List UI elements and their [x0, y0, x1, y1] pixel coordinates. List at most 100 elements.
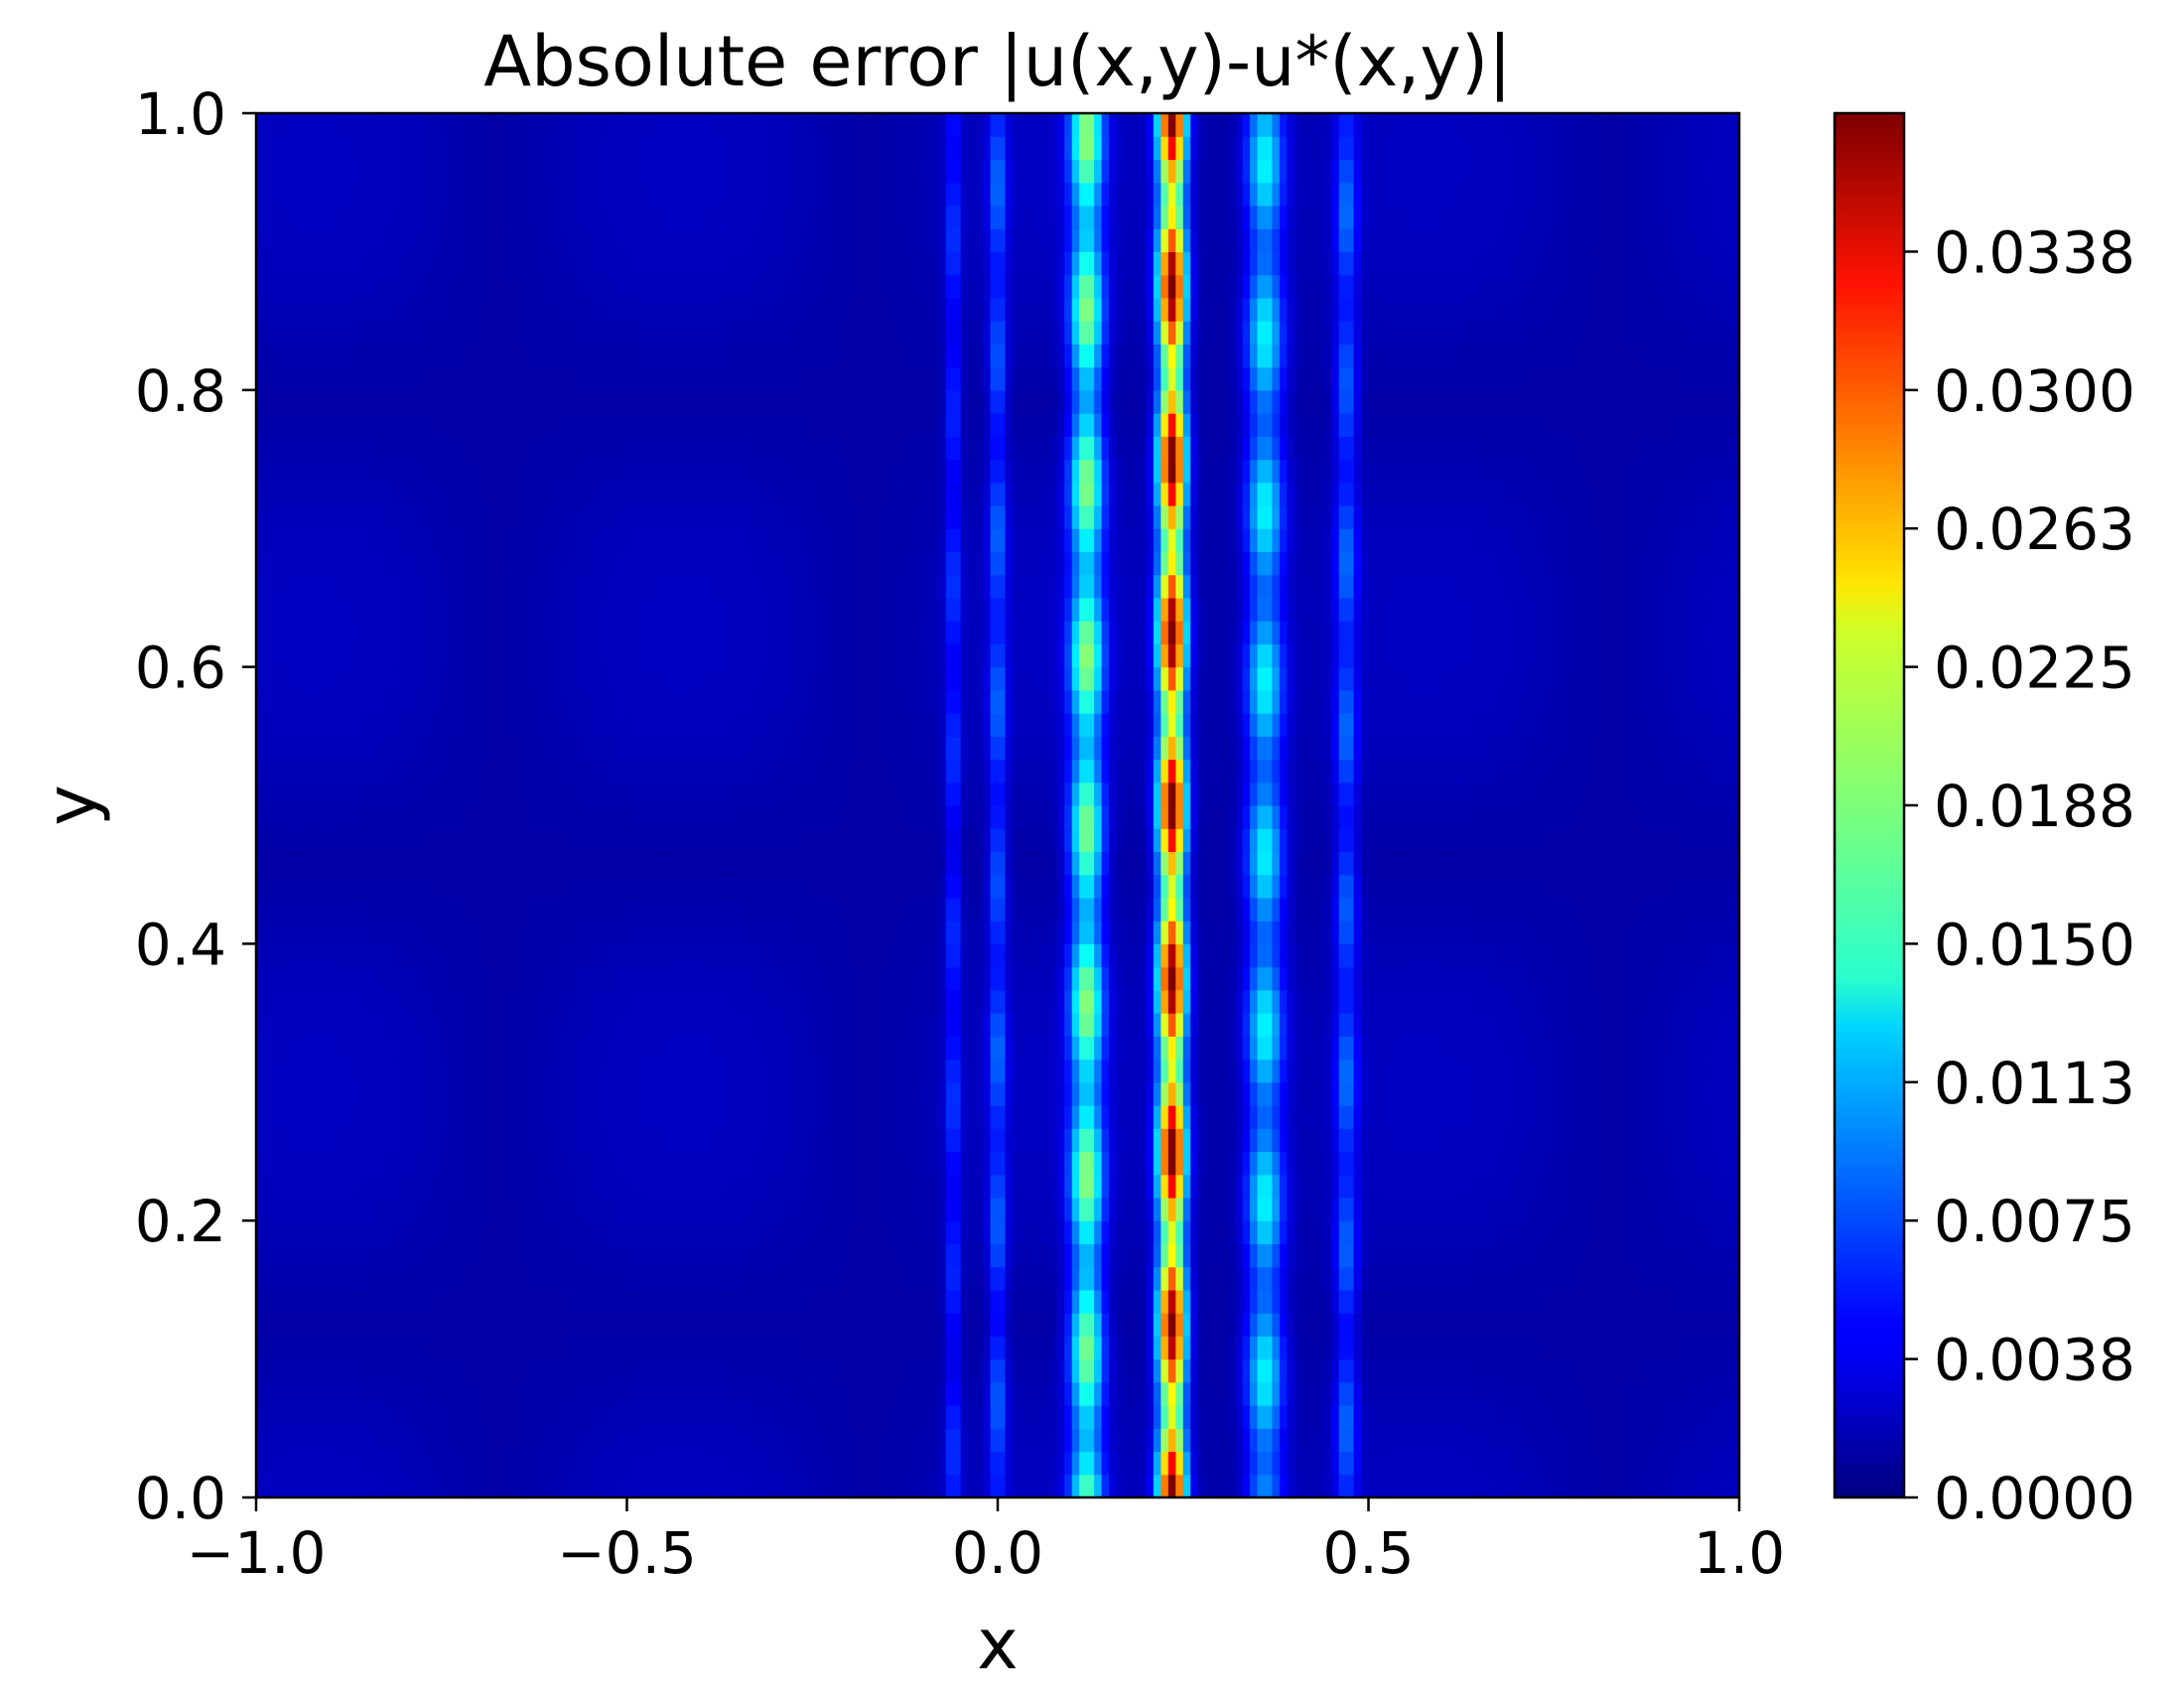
heatmap-cell	[1569, 1451, 1577, 1476]
heatmap-cell	[797, 1151, 806, 1176]
heatmap-cell	[315, 1197, 324, 1221]
heatmap-cell	[293, 1474, 302, 1497]
heatmap-cell	[597, 921, 606, 944]
heatmap-cell	[774, 1358, 783, 1383]
heatmap-cell	[1420, 1059, 1429, 1083]
heatmap-cell	[1160, 966, 1169, 991]
heatmap-cell	[1197, 1128, 1206, 1153]
heatmap-cell	[804, 921, 813, 944]
heatmap-cell	[605, 989, 614, 1014]
heatmap-cell	[656, 989, 665, 1014]
heatmap-cell	[648, 1474, 657, 1497]
heatmap-cell	[1375, 1013, 1385, 1037]
heatmap-cell	[1227, 1036, 1236, 1061]
heatmap-cell	[441, 1428, 450, 1453]
heatmap-cell	[1657, 943, 1666, 968]
heatmap-cell	[1413, 1266, 1422, 1291]
heatmap-cell	[975, 943, 984, 968]
heatmap-cell	[626, 921, 635, 944]
heatmap-cell	[1361, 1105, 1370, 1129]
heatmap-cell	[515, 1036, 524, 1061]
heatmap-cell	[1731, 1313, 1739, 1337]
heatmap-cell	[552, 1013, 561, 1037]
heatmap-cell	[1012, 1059, 1022, 1083]
heatmap-cell	[641, 1174, 650, 1199]
heatmap-cell	[367, 1313, 376, 1337]
heatmap-cell	[1494, 1220, 1503, 1245]
heatmap-cell	[1094, 1451, 1103, 1476]
heatmap-cell	[441, 1220, 450, 1245]
heatmap-cell	[879, 989, 887, 1014]
heatmap-cell	[678, 1266, 687, 1291]
heatmap-cell	[522, 1451, 531, 1476]
heatmap-cell	[968, 1174, 977, 1199]
heatmap-cell	[1041, 989, 1050, 1014]
heatmap-cell	[1338, 1128, 1347, 1153]
heatmap-cell	[434, 1151, 443, 1176]
heatmap-cell	[1175, 1059, 1184, 1083]
heatmap-cell	[1413, 1451, 1422, 1476]
heatmap-cell	[774, 921, 783, 944]
heatmap-cell	[464, 1059, 473, 1083]
heatmap-cell	[1695, 1474, 1704, 1497]
heatmap-cell	[864, 1358, 873, 1383]
heatmap-cell	[515, 1381, 524, 1406]
heatmap-cell	[1442, 1358, 1451, 1383]
heatmap-cell	[1020, 1036, 1028, 1061]
heatmap-cell	[389, 966, 398, 991]
heatmap-cell	[1434, 1105, 1443, 1129]
heatmap-cell	[419, 1174, 428, 1199]
heatmap-cell	[782, 1266, 791, 1291]
heatmap-cell	[1487, 1474, 1496, 1497]
heatmap-cell	[1531, 1128, 1540, 1153]
heatmap-cell	[1531, 1451, 1540, 1476]
heatmap-cell	[1197, 1336, 1206, 1360]
heatmap-cell	[849, 1174, 858, 1199]
heatmap-cell	[1554, 1036, 1563, 1061]
heatmap-cell	[1569, 1358, 1577, 1383]
heatmap-cell	[308, 1151, 317, 1176]
heatmap-cell	[686, 1128, 695, 1153]
heatmap-cell	[1086, 1381, 1095, 1406]
heatmap-cell	[1449, 1081, 1458, 1106]
heatmap-cell	[1442, 1381, 1451, 1406]
heatmap-cell	[308, 1358, 317, 1383]
heatmap-cell	[560, 1197, 569, 1221]
heatmap-cell	[1702, 1081, 1710, 1106]
heatmap-cell	[998, 966, 1007, 991]
heatmap-cell	[582, 943, 591, 968]
heatmap-cell	[1272, 1036, 1281, 1061]
heatmap-cell	[774, 1197, 783, 1221]
heatmap-cell	[500, 943, 509, 968]
heatmap-cell	[441, 1036, 450, 1061]
heatmap-cell	[1346, 1013, 1355, 1037]
heatmap-cell	[1383, 1474, 1392, 1497]
heatmap-cell	[990, 1381, 999, 1406]
heatmap-cell	[804, 1358, 813, 1383]
heatmap-cell	[1501, 943, 1511, 968]
heatmap-cell	[731, 1081, 740, 1106]
heatmap-cell	[1287, 1243, 1296, 1268]
heatmap-cell	[522, 1036, 531, 1061]
heatmap-cell	[1494, 1036, 1503, 1061]
heatmap-cell	[1190, 943, 1199, 968]
heatmap-cell	[1569, 1128, 1577, 1153]
heatmap-cell	[270, 1358, 280, 1383]
heatmap-cell	[1279, 1243, 1288, 1268]
heatmap-cell	[1642, 1081, 1651, 1106]
heatmap-cell	[1235, 1081, 1244, 1106]
heatmap-cell	[1428, 1128, 1436, 1153]
heatmap-cell	[1323, 1013, 1332, 1037]
heatmap-cell	[812, 1358, 821, 1383]
heatmap-cell	[1153, 1381, 1161, 1406]
heatmap-cell	[1494, 1336, 1503, 1360]
heatmap-cell	[1294, 1151, 1302, 1176]
heatmap-cell	[1361, 1243, 1370, 1268]
heatmap-cell	[864, 943, 873, 968]
heatmap-cell	[671, 1313, 680, 1337]
heatmap-cell	[381, 1358, 391, 1383]
heatmap-cell	[493, 966, 502, 991]
heatmap-cell	[1049, 1313, 1058, 1337]
heatmap-cell	[1442, 1405, 1451, 1429]
heatmap-cell	[1680, 1059, 1689, 1083]
